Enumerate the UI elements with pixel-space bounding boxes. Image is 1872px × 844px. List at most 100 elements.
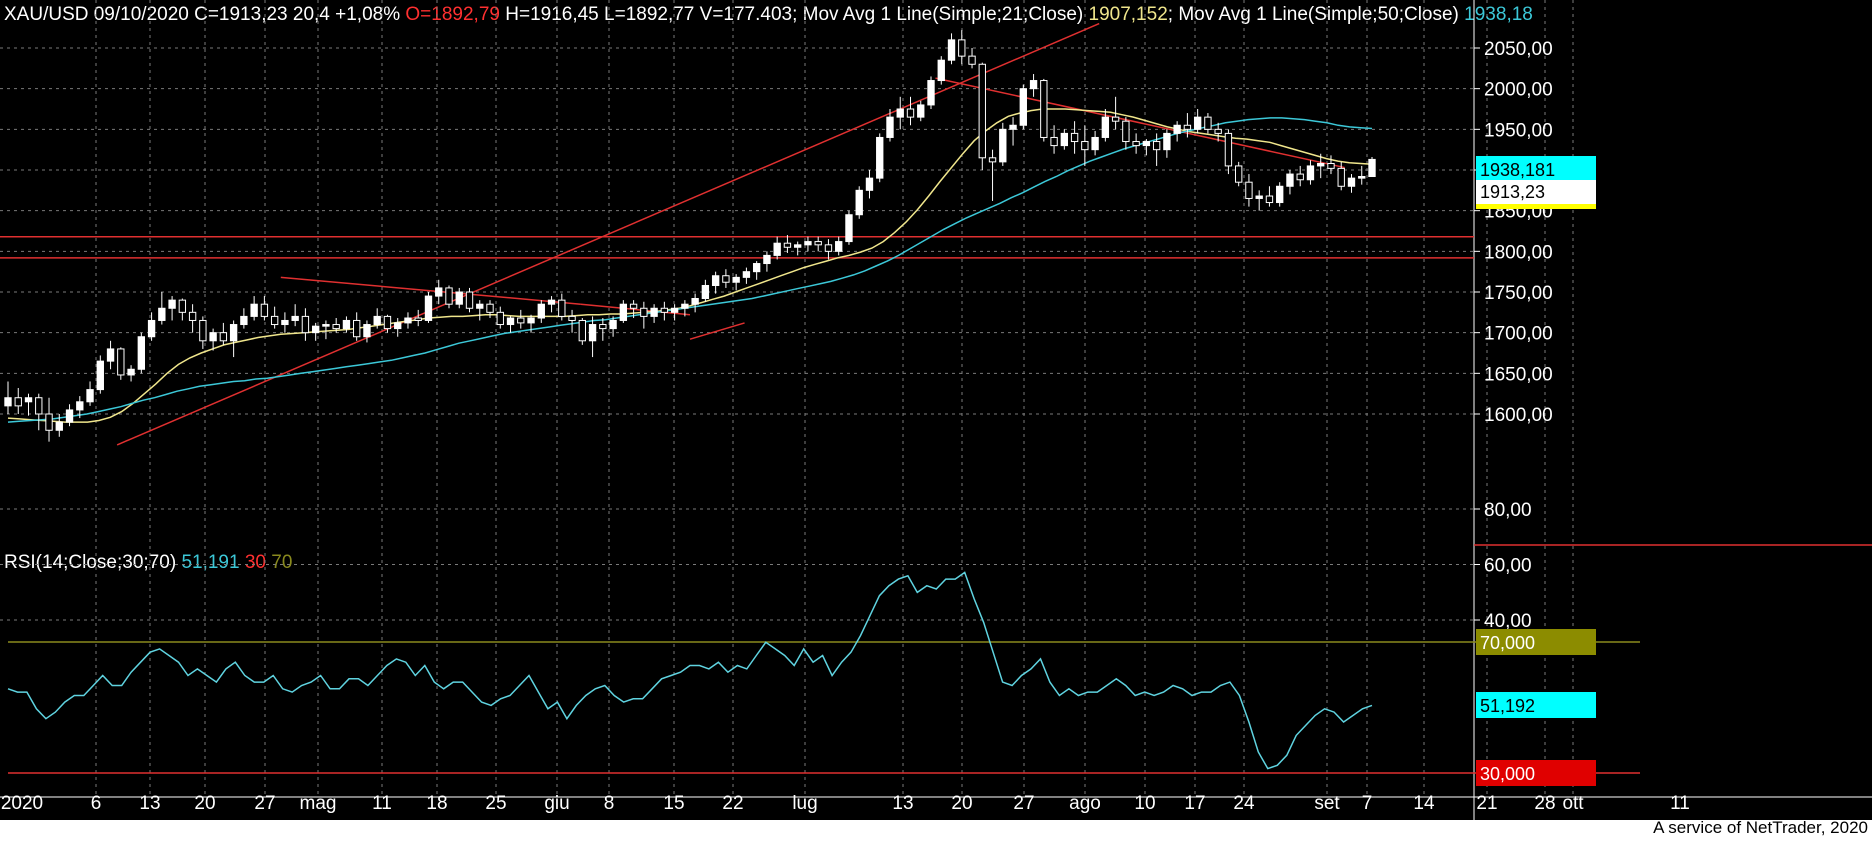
candle-up	[999, 128, 1007, 163]
candle-up	[865, 177, 874, 191]
price-tick-label: 1700,00	[1484, 324, 1553, 345]
candle	[486, 300, 494, 319]
candle-down	[1204, 116, 1212, 130]
candle	[24, 393, 33, 416]
candle-down	[1296, 173, 1304, 181]
candle-up	[229, 324, 238, 342]
candle	[1029, 74, 1038, 97]
candle	[373, 308, 381, 329]
candle	[927, 76, 935, 109]
ma50-last-label: 1938,181	[1480, 160, 1555, 180]
candle	[1214, 122, 1222, 142]
rsi-lower-badge-label: 30,000	[1480, 764, 1535, 784]
rsi-last-badge	[1476, 692, 1596, 718]
time-tick-label: giu	[544, 793, 569, 814]
candle-down	[414, 317, 422, 321]
candle-up	[168, 299, 176, 309]
time-tick-label: 17	[1184, 793, 1205, 814]
time-tick-label: mag	[300, 793, 337, 814]
candle-up	[855, 189, 863, 216]
rsi-tick-label: 40,00	[1484, 611, 1532, 632]
candle-down	[45, 413, 53, 431]
candle	[660, 301, 669, 321]
candle-up	[527, 317, 535, 324]
candle	[96, 355, 104, 394]
rsi-line	[7, 571, 1373, 770]
candle	[619, 300, 628, 323]
candle-up	[147, 319, 156, 338]
close-last-badge	[1476, 180, 1596, 204]
candle-up	[404, 317, 412, 324]
candle	[465, 287, 474, 313]
candle-up	[76, 401, 84, 411]
candle	[158, 292, 166, 325]
candle	[127, 365, 135, 382]
symbol-info: XAU/USD 09/10/2020 C=1913,23 20,4 +1,08%	[4, 4, 401, 25]
candle	[106, 340, 115, 370]
candle	[814, 236, 822, 252]
price-tick-label: 1600,00	[1484, 405, 1553, 426]
candle-up	[127, 368, 135, 376]
candle-down	[383, 315, 392, 330]
candle-down	[578, 319, 586, 342]
candle	[640, 301, 648, 329]
candle-down	[14, 397, 22, 407]
rsi-tick-label: 60,00	[1484, 556, 1532, 577]
price-tick-label: 1650,00	[1484, 364, 1553, 385]
candle-down	[1040, 80, 1048, 138]
candle-up	[547, 299, 556, 305]
ma50-value: 1938,18	[1464, 4, 1533, 25]
trend-line	[580, 303, 691, 316]
time-tick-label: 10	[1134, 793, 1155, 814]
candle-up	[1060, 132, 1069, 147]
candle-down	[1132, 141, 1140, 147]
time-tick-label: 25	[485, 793, 506, 814]
candle-up	[650, 307, 658, 317]
candle	[845, 210, 853, 245]
candle	[988, 149, 997, 201]
candle-up	[86, 389, 94, 403]
candle	[855, 186, 863, 219]
trend-line	[935, 77, 1345, 169]
candle	[147, 312, 156, 341]
candle	[1142, 139, 1151, 156]
candle-up	[363, 324, 371, 338]
rsi-upper-badge	[1476, 629, 1596, 655]
candle	[732, 274, 740, 291]
candle-up	[322, 324, 330, 327]
candle	[763, 251, 771, 272]
candle-up	[670, 307, 679, 313]
candle	[742, 267, 751, 284]
candle	[1337, 161, 1345, 191]
ma50-line	[7, 117, 1373, 423]
candle-up	[1358, 176, 1366, 179]
chart-canvas[interactable]: 1600,001650,001700,001750,001800,001850,…	[0, 0, 1872, 820]
candle	[250, 296, 258, 321]
time-tick-label: 24	[1233, 793, 1255, 814]
candle	[835, 236, 843, 256]
candle	[55, 414, 63, 437]
candle	[1070, 121, 1079, 154]
time-tick-label: 7	[1362, 793, 1373, 814]
candle-up	[937, 59, 945, 82]
candle-down	[722, 275, 730, 283]
candle-up	[4, 397, 12, 407]
candle	[629, 300, 638, 319]
candle	[599, 318, 607, 341]
rsi-upper-badge-label: 70,000	[1480, 633, 1535, 653]
candle-up	[24, 397, 33, 403]
candle-up	[1009, 124, 1017, 130]
candle	[650, 304, 658, 323]
candle-up	[927, 80, 935, 106]
candle	[999, 122, 1007, 166]
candle-down	[824, 244, 833, 252]
candle-down	[1337, 167, 1345, 187]
candle	[568, 309, 576, 333]
candle-up	[96, 360, 104, 391]
candle-up	[619, 303, 628, 321]
candle	[804, 236, 812, 252]
candle	[886, 109, 894, 142]
open-value: O=1892,79	[405, 4, 500, 25]
candle-down	[629, 303, 638, 309]
candle	[1152, 133, 1161, 166]
